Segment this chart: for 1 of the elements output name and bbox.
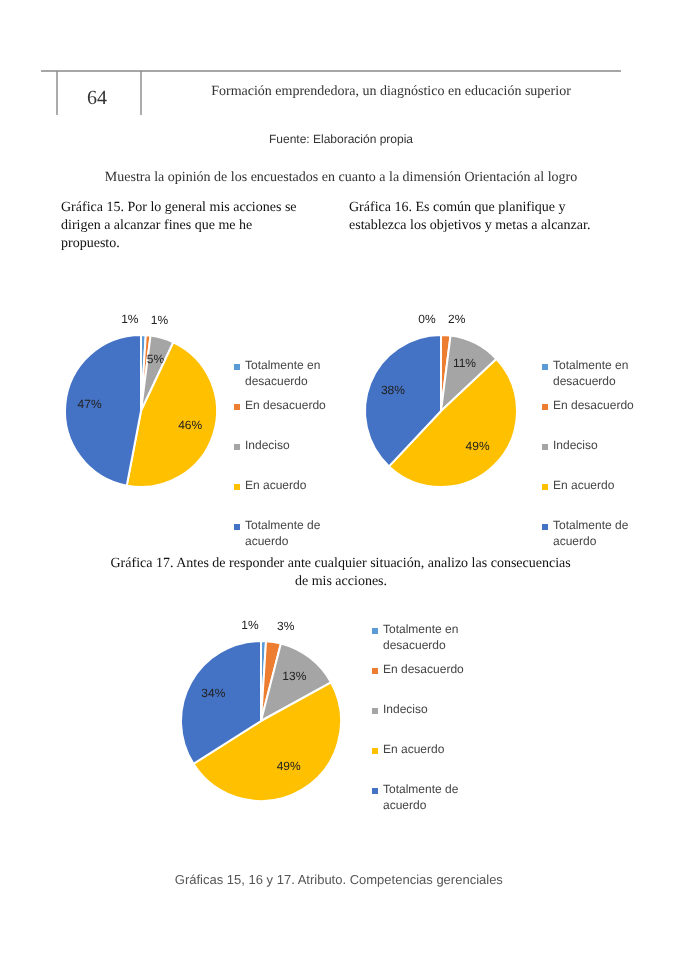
text: 64 (87, 88, 107, 110)
